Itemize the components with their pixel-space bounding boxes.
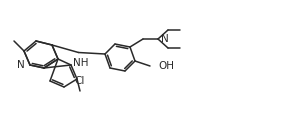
Text: Cl: Cl bbox=[75, 76, 85, 86]
Text: OH: OH bbox=[158, 61, 174, 71]
Text: N: N bbox=[17, 60, 25, 70]
Text: N: N bbox=[161, 34, 169, 44]
Text: NH: NH bbox=[73, 58, 88, 67]
